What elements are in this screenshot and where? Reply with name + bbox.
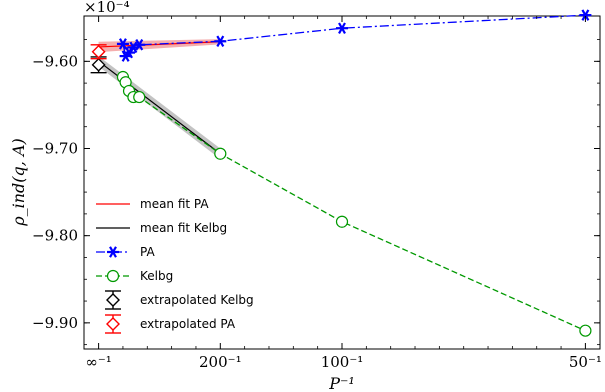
legend-pa-label: PA [140,245,155,259]
legend-mean-fit-pa-label: mean fit PA [140,197,209,211]
x-tick-label: 100⁻¹ [321,353,364,371]
y-tick-label: −9.90 [32,314,78,332]
kelbg-point [580,325,591,336]
y-axis-label: ρ_ind(q, A) [9,138,28,227]
kelbg-point [215,148,226,159]
y-tick-label: −9.70 [32,140,78,158]
kelbg-point [337,216,348,227]
x-axis-label: P⁻¹ [328,374,355,392]
x-tick-label: 50⁻¹ [569,353,602,371]
legend-extrapolated-pa-label: extrapolated PA [140,317,236,331]
y-scale-label: ×10⁻⁴ [84,0,130,16]
y-tick-label: −9.60 [32,52,78,70]
legend-kelbg-label: Kelbg [140,269,173,283]
legend-extrapolated-kelbg-label: extrapolated Kelbg [140,293,254,307]
legend-kelbg-marker [108,271,119,282]
legend-mean-fit-kelbg-label: mean fit Kelbg [140,221,227,235]
x-tick-label: 200⁻¹ [199,353,242,371]
kelbg-point [134,92,145,103]
x-tick-label: ∞⁻¹ [85,353,111,371]
y-tick-label: −9.80 [32,227,78,245]
